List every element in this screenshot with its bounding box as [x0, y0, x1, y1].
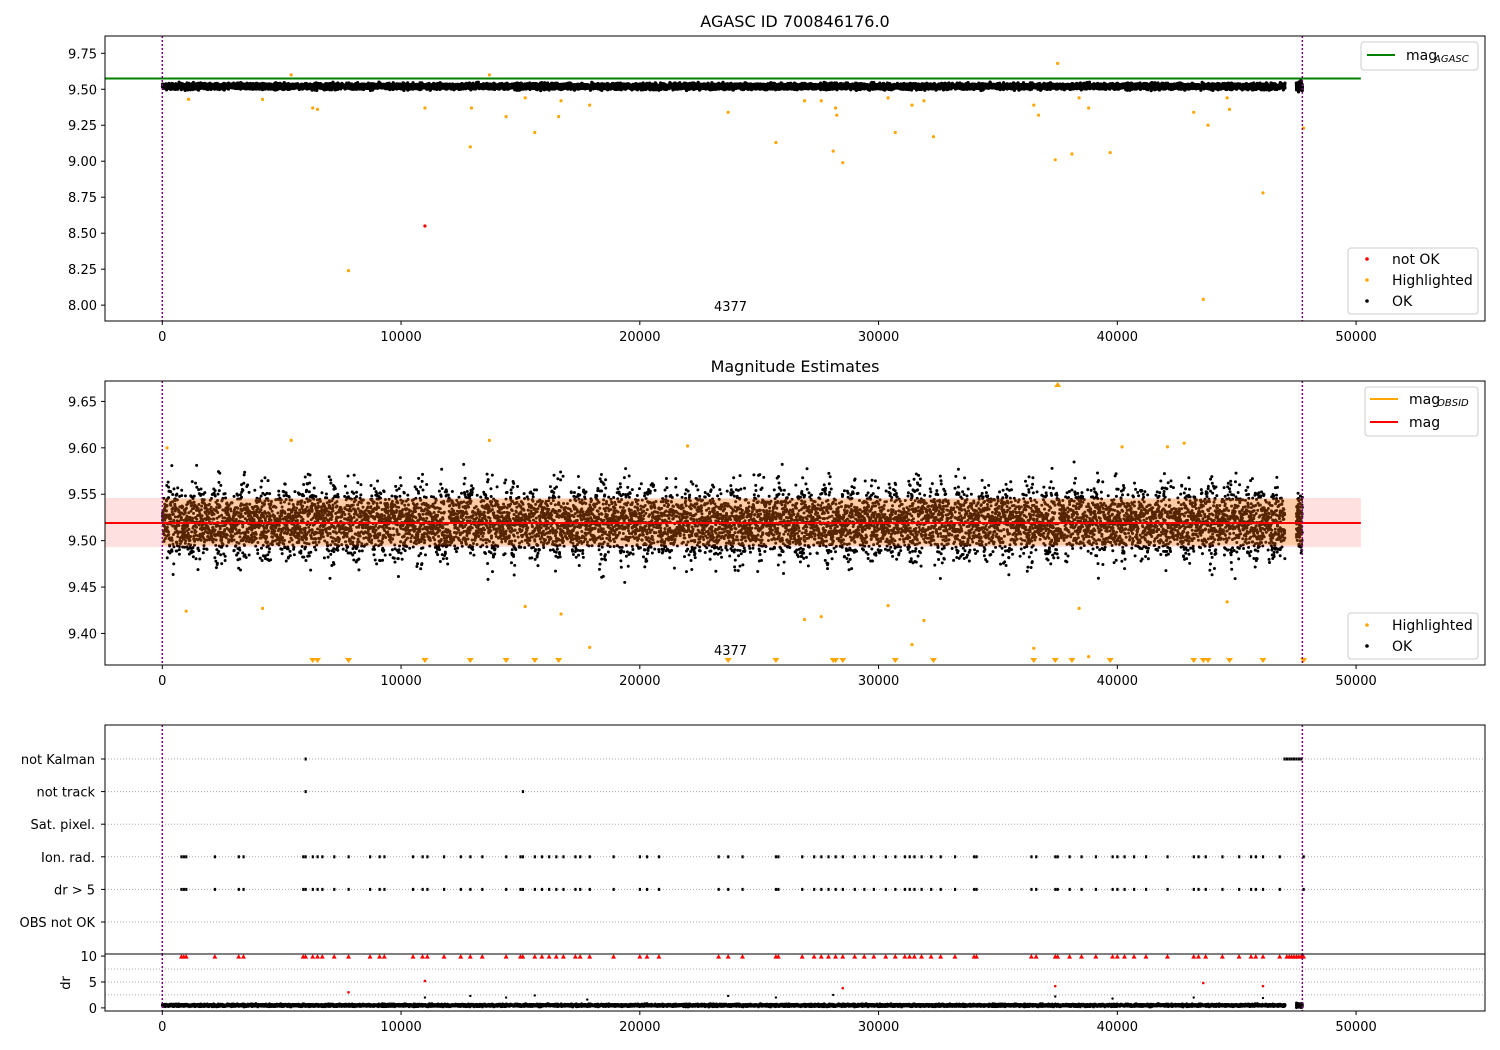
ok-points [160, 78, 1304, 94]
chart-title: AGASC ID 700846176.0 [700, 12, 889, 31]
